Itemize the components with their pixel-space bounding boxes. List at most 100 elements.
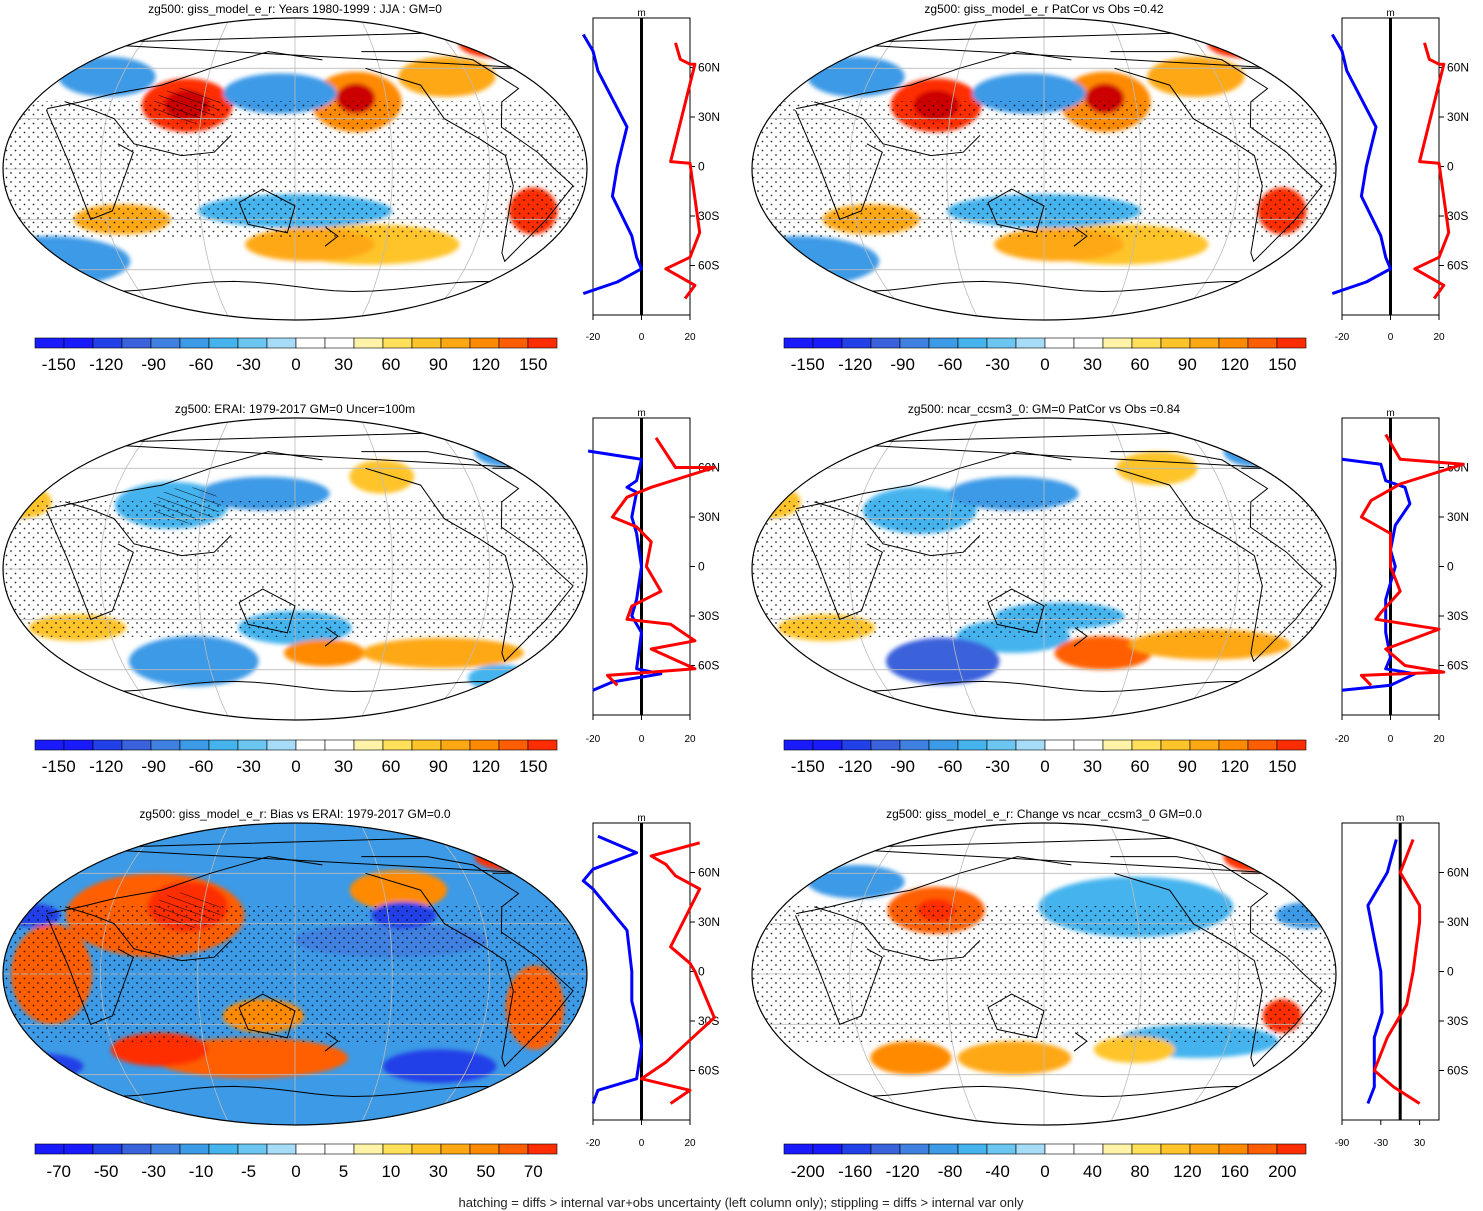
colorbar-swatch: [986, 739, 1017, 751]
colorbar-swatch: [1131, 739, 1162, 751]
graticule: [3, 418, 587, 720]
profile-red-series: [664, 42, 702, 300]
lat-label: 60S: [1447, 1064, 1468, 1078]
coastline: [324, 1032, 339, 1052]
graticule-lon-line: [425, 823, 491, 1125]
colorbar-label: 160: [1221, 1162, 1249, 1181]
coastline: [814, 101, 981, 157]
lat-label: 60N: [1447, 61, 1469, 75]
colorbar-swatch: [527, 739, 558, 751]
colorbar-label: 90: [1178, 355, 1197, 374]
graticule-lon-line: [848, 18, 914, 320]
coastline: [238, 588, 296, 634]
x-tick-label: 20: [684, 734, 696, 745]
colorbar-label: 90: [429, 757, 448, 776]
panel-2: zg500: giss_model_e_r PatCor vs Obs =0.4…: [751, 2, 1469, 374]
colorbar-swatch: [1247, 1143, 1278, 1155]
colorbar-swatch: [469, 1143, 500, 1155]
lat-label: 60S: [698, 259, 719, 273]
colorbar-swatch: [179, 1143, 210, 1155]
colorbar-label: -30: [985, 355, 1010, 374]
x-tick-label: -20: [586, 734, 601, 745]
coastline: [1110, 51, 1323, 263]
colorbar-swatch: [1247, 739, 1278, 751]
colorbar-swatch: [92, 1143, 123, 1155]
colorbar-swatch: [1073, 739, 1104, 751]
colorbar-label: -60: [189, 355, 214, 374]
colorbar-label: 90: [429, 355, 448, 374]
contour-region: [398, 56, 496, 97]
lat-label: 30N: [1447, 915, 1469, 929]
colorbar-swatch: [266, 337, 297, 349]
colorbar-label: -120: [838, 355, 872, 374]
coastline-antarctica: [806, 1085, 1284, 1098]
map-border: [2, 417, 588, 721]
x-tick-label: 20: [684, 332, 696, 343]
colorbar-swatch: [1131, 1143, 1162, 1155]
x-tick-label: 0: [639, 332, 645, 343]
profile-blue-series: [1366, 839, 1398, 1105]
colorbar-label: 0: [291, 1162, 300, 1181]
colorbar-label: 0: [291, 355, 300, 374]
contour-region: [1054, 636, 1152, 670]
colorbar-swatch: [179, 739, 210, 751]
colorbar-label: 150: [1268, 355, 1296, 374]
panel-1: zg500: giss_model_e_r: Years 1980-1999 :…: [2, 2, 720, 374]
colorbar-label: 0: [1040, 757, 1049, 776]
colorbar-label: 120: [1221, 355, 1249, 374]
colorbar-label: -60: [189, 757, 214, 776]
coastline: [1073, 627, 1088, 647]
coastline: [238, 993, 296, 1039]
x-tick-label: 0: [639, 1138, 645, 1149]
coastline: [324, 227, 339, 247]
x-tick-label: -30: [1374, 1138, 1389, 1149]
colorbar-label: 150: [1268, 757, 1296, 776]
graticule-lon-line: [1174, 18, 1240, 320]
profile-blue-series: [1341, 457, 1417, 692]
colorbar: -150 -120 -90 -60 -30 0 30 60 90 120 150: [34, 739, 558, 776]
colorbar-swatch: [63, 1143, 94, 1155]
colorbar-swatch: [986, 1143, 1017, 1155]
colorbar-label: 120: [472, 757, 500, 776]
colorbar-label: -90: [141, 757, 166, 776]
profile-frame: [1341, 822, 1440, 1121]
colorbar-swatch: [150, 739, 181, 751]
panel-6: zg500: giss_model_e_r: Change vs ncar_cc…: [751, 807, 1469, 1181]
coastline: [987, 588, 1045, 634]
colorbar-swatch: [150, 337, 181, 349]
colorbar-label: -30: [141, 1162, 166, 1181]
lat-label: 30S: [1447, 209, 1468, 223]
colorbar-swatch: [1015, 337, 1046, 349]
colorbar-swatch: [1218, 337, 1249, 349]
colorbar-label: -150: [791, 355, 825, 374]
colorbar-label: 60: [1130, 355, 1149, 374]
colorbar-swatch: [870, 1143, 901, 1155]
colorbar-swatch: [382, 337, 413, 349]
contour-region: [284, 639, 366, 667]
coastline: [47, 451, 323, 510]
contour-region: [1207, 28, 1289, 59]
colorbar-label: 30: [1083, 757, 1102, 776]
colorbar-swatch: [1189, 337, 1220, 349]
contour-region: [1223, 436, 1289, 467]
colorbar-label: -150: [42, 355, 76, 374]
contour-region: [885, 637, 1000, 685]
lat-label: 60S: [698, 659, 719, 673]
colorbar-swatch: [1276, 1143, 1307, 1155]
colorbar-swatch: [295, 739, 326, 751]
lat-label: 60S: [698, 1064, 719, 1078]
colorbar-label: 50: [476, 1162, 495, 1181]
contour-region: [382, 1049, 497, 1084]
colorbar-label: 200: [1268, 1162, 1296, 1181]
colorbar-label: 150: [519, 757, 547, 776]
colorbar-label: -50: [94, 1162, 119, 1181]
lat-label: 30S: [698, 209, 719, 223]
coastline: [361, 51, 574, 263]
colorbar-label: -30: [236, 757, 261, 776]
colorbar-swatch: [1102, 337, 1133, 349]
colorbar-label: 30: [334, 757, 353, 776]
